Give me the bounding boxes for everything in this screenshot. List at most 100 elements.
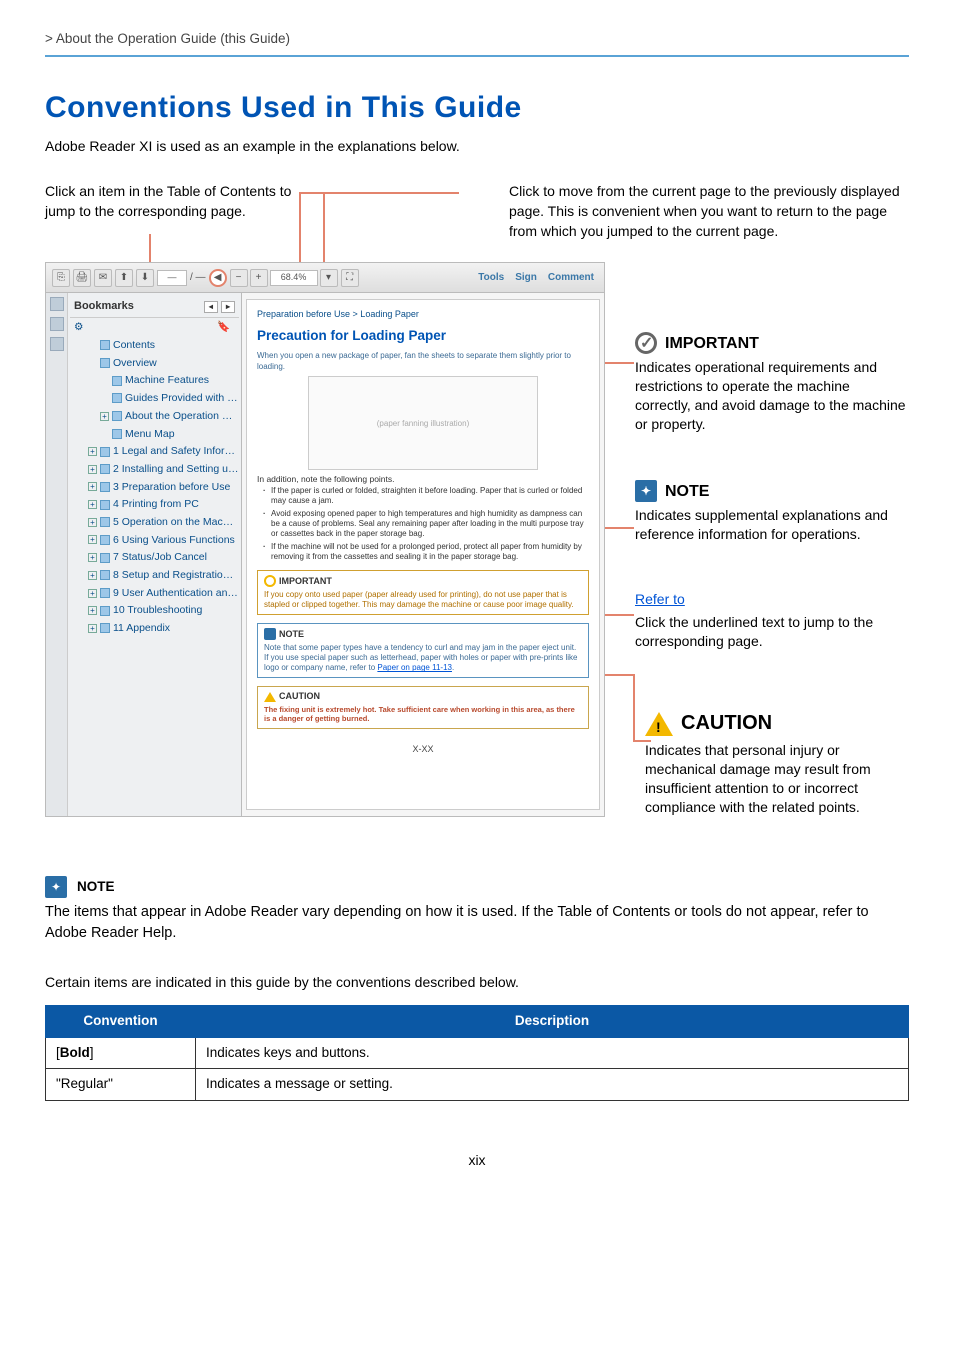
zoom-dropdown-icon[interactable]: ▾ (320, 269, 338, 287)
refer-to-link[interactable]: Refer to (635, 590, 685, 609)
bookmark-label: 6 Using Various Functions (113, 533, 235, 548)
bookmark-page-icon (100, 623, 110, 633)
bookmark-item[interactable]: +11 Appendix (70, 620, 239, 638)
page-note-link[interactable]: Paper on page 11-13 (377, 663, 452, 672)
bookmark-expand-icon[interactable]: + (88, 624, 97, 633)
bookmark-item[interactable]: Machine Features (70, 372, 239, 390)
bookmark-label: 3 Preparation before Use (113, 480, 230, 495)
bookmark-label: Overview (113, 356, 157, 371)
bookmark-item[interactable]: +1 Legal and Safety Information (70, 443, 239, 461)
bookmark-nav-next[interactable]: ▸ (221, 301, 235, 313)
thumbnails-tab-icon[interactable] (50, 297, 64, 311)
bookmark-nav-prev[interactable]: ◂ (204, 301, 218, 313)
table-row: [Bold]Indicates keys and buttons. (46, 1037, 909, 1069)
bookmark-page-icon (100, 606, 110, 616)
bookmark-expand-icon[interactable]: + (88, 553, 97, 562)
page-bullet: If the machine will not be used for a pr… (263, 542, 589, 562)
bookmark-expand-icon[interactable]: + (100, 412, 109, 421)
toolbar-icon[interactable]: ⬇ (136, 269, 154, 287)
description-cell: Indicates a message or setting. (196, 1069, 909, 1101)
bookmark-expand-icon[interactable]: + (88, 447, 97, 456)
bookmark-expand-icon[interactable]: + (88, 482, 97, 491)
table-head-convention: Convention (46, 1005, 196, 1037)
bookmark-item[interactable]: +9 User Authentication and Accounting (U… (70, 584, 239, 602)
bookmark-expand-icon[interactable]: + (88, 500, 97, 509)
attachments-tab-icon[interactable] (50, 337, 64, 351)
bookmark-page-icon (100, 482, 110, 492)
bookmark-item[interactable]: Menu Map (70, 425, 239, 443)
bookmark-item[interactable]: +6 Using Various Functions (70, 531, 239, 549)
bookmark-options-icon[interactable]: ⚙ (74, 320, 92, 335)
note-icon: ✦ (45, 876, 67, 898)
bookmark-page-icon (100, 517, 110, 527)
bookmark-label: Menu Map (125, 427, 175, 442)
explanation-important: IMPORTANT Indicates operational requirem… (635, 332, 909, 434)
zoom-input[interactable]: 68.4% (270, 270, 318, 286)
bookmark-item[interactable]: +10 Troubleshooting (70, 602, 239, 620)
bookmark-item[interactable]: Overview (70, 354, 239, 372)
bookmark-item[interactable]: +2 Installing and Setting up the Machine (70, 460, 239, 478)
page-bullets: If the paper is curled or folded, straig… (257, 486, 589, 562)
explanation-refer: Refer to Click the underlined text to ju… (635, 590, 909, 651)
conventions-table: Convention Description [Bold]Indicates k… (45, 1005, 909, 1102)
bookmark-page-icon (112, 393, 122, 403)
bookmark-item[interactable]: +4 Printing from PC (70, 496, 239, 514)
reader-sidebar: Bookmarks ◂ ▸ ⚙ 🔖 ContentsOverviewMachin… (46, 293, 242, 816)
page-title: Conventions Used in This Guide (45, 87, 909, 129)
adobe-reader-screenshot: ⎘ 🖨 ✉ ⬆ ⬇ — / — ◀ − + 68.4% ▾ ⛶ Tools Si… (45, 262, 605, 817)
bookmarks-tab-icon[interactable] (50, 317, 64, 331)
page-addition: In addition, note the following points. (257, 474, 589, 486)
page-field[interactable]: — (157, 270, 187, 286)
bookmark-expand-icon[interactable]: + (88, 465, 97, 474)
explanation-caution: CAUTION Indicates that personal injury o… (645, 710, 905, 817)
zoom-out-icon[interactable]: − (230, 269, 248, 287)
bookmark-page-icon (100, 535, 110, 545)
toolbar-icon[interactable]: ⎘ (52, 269, 70, 287)
page-footer: xix (45, 1151, 909, 1171)
comment-link[interactable]: Comment (544, 271, 598, 285)
breadcrumb: > About the Operation Guide (this Guide) (45, 30, 909, 49)
bookmark-label: Machine Features (125, 373, 209, 388)
bookmark-expand-icon[interactable]: + (88, 589, 97, 598)
bookmark-item[interactable]: Contents (70, 337, 239, 355)
bookmark-item[interactable]: Guides Provided with the Machine (70, 390, 239, 408)
bookmark-item[interactable]: +3 Preparation before Use (70, 478, 239, 496)
bookmark-new-icon[interactable]: 🔖 (217, 320, 235, 335)
diagram-area: Click an item in the Table of Contents t… (45, 182, 909, 852)
sign-link[interactable]: Sign (511, 271, 541, 285)
fit-icon[interactable]: ⛶ (341, 269, 359, 287)
bottom-note-label: NOTE (77, 876, 115, 897)
bookmark-page-icon (100, 553, 110, 563)
bookmark-expand-icon[interactable]: + (88, 571, 97, 580)
bookmark-label: 2 Installing and Setting up the Machine (113, 462, 239, 477)
bookmark-item[interactable]: +7 Status/Job Cancel (70, 549, 239, 567)
page-breadcrumb: Preparation before Use > Loading Paper (257, 308, 589, 321)
toolbar-icon[interactable]: 🖨 (73, 269, 91, 287)
prev-view-icon[interactable]: ◀ (209, 269, 227, 287)
bookmark-page-icon (112, 376, 122, 386)
bookmark-page-icon (100, 588, 110, 598)
zoom-controls: − + 68.4% ▾ (230, 269, 338, 287)
caution-icon (645, 712, 673, 736)
bookmark-expand-icon[interactable]: + (88, 606, 97, 615)
zoom-in-icon[interactable]: + (250, 269, 268, 287)
page-caution-box: CAUTION The fixing unit is extremely hot… (257, 686, 589, 728)
bookmark-item[interactable]: +8 Setup and Registration (System Menu) (70, 567, 239, 585)
bookmark-label: 7 Status/Job Cancel (113, 550, 207, 565)
toolbar-icon[interactable]: ✉ (94, 269, 112, 287)
bookmark-page-icon (100, 570, 110, 580)
bookmark-label: 9 User Authentication and Accounting (Us… (113, 586, 239, 601)
bookmark-expand-icon[interactable]: + (88, 518, 97, 527)
bookmark-page-icon (100, 358, 110, 368)
important-icon (264, 575, 276, 587)
tools-link[interactable]: Tools (474, 271, 508, 285)
bookmark-page-icon (100, 464, 110, 474)
bookmark-page-icon (100, 340, 110, 350)
bookmark-item[interactable]: +5 Operation on the Machine (70, 513, 239, 531)
page-total: / — (190, 271, 206, 285)
bookmark-label: Contents (113, 338, 155, 353)
bookmark-expand-icon[interactable]: + (88, 535, 97, 544)
toolbar-icon[interactable]: ⬆ (115, 269, 133, 287)
bookmark-page-icon (112, 411, 122, 421)
bookmark-item[interactable]: +About the Operation Guide (this Guide) (70, 407, 239, 425)
